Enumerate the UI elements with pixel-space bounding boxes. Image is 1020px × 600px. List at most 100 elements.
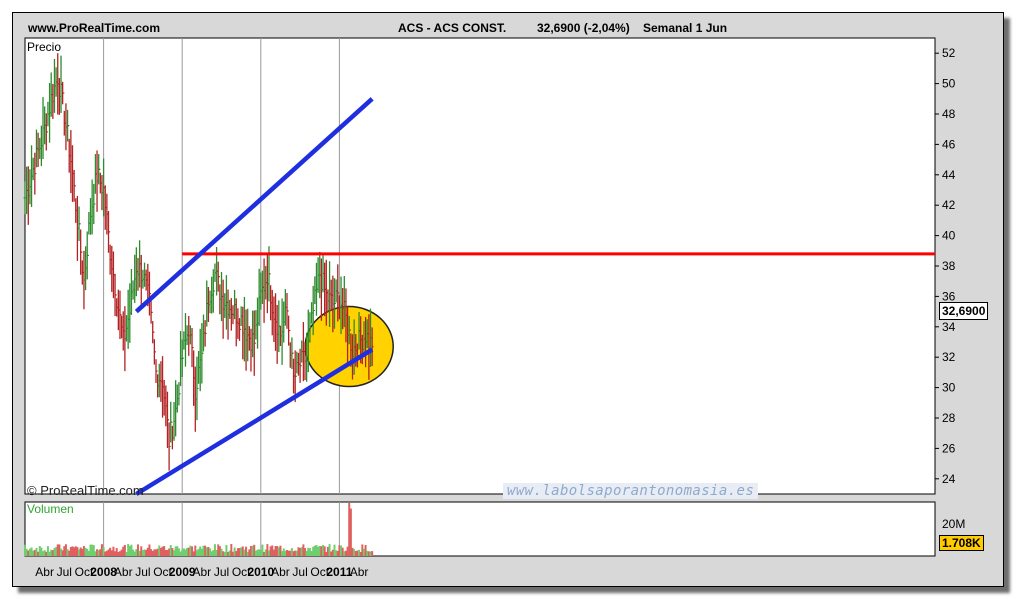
volume-bar bbox=[235, 551, 238, 556]
volume-bar bbox=[61, 550, 64, 556]
volume-bar bbox=[227, 551, 230, 556]
volume-bar bbox=[158, 545, 161, 556]
volume-bar bbox=[81, 548, 84, 556]
x-tick-label: Oct bbox=[153, 565, 172, 579]
volume-bar bbox=[272, 549, 275, 556]
volume-bar bbox=[82, 546, 85, 556]
x-tick-label: Oct bbox=[75, 565, 94, 579]
volume-bar bbox=[369, 551, 372, 556]
x-tick-label: Oct bbox=[310, 565, 329, 579]
volume-bar bbox=[261, 544, 264, 556]
volume-bar bbox=[209, 548, 212, 556]
volume-bar bbox=[266, 544, 269, 556]
volume-bar bbox=[259, 550, 262, 556]
volume-bar bbox=[264, 549, 267, 556]
volume-bar bbox=[181, 549, 184, 556]
volume-bar bbox=[133, 551, 136, 556]
volume-bar bbox=[359, 551, 362, 556]
volume-bar bbox=[267, 550, 270, 556]
volume-bar bbox=[366, 550, 369, 556]
volume-bar bbox=[48, 551, 51, 556]
volume-bar bbox=[320, 546, 323, 556]
volume-bar bbox=[53, 548, 56, 556]
y-tick-label: 32 bbox=[942, 350, 956, 364]
volume-bar bbox=[312, 546, 315, 556]
volume-bar bbox=[79, 547, 82, 556]
volume-bar bbox=[140, 546, 143, 556]
volume-bar bbox=[145, 549, 148, 556]
price-panel-label: Precio bbox=[27, 40, 62, 54]
volume-bar bbox=[286, 549, 288, 556]
volume-bar bbox=[341, 547, 344, 556]
volume-bar bbox=[136, 544, 139, 556]
volume-bar bbox=[326, 546, 329, 556]
volume-bar bbox=[323, 546, 326, 556]
y-tick-label: 40 bbox=[942, 229, 956, 243]
volume-bar bbox=[231, 551, 234, 556]
volume-bar bbox=[330, 551, 333, 556]
volume-bar bbox=[258, 549, 261, 556]
volume-bar bbox=[338, 545, 341, 556]
volume-bar bbox=[241, 546, 244, 556]
volume-bar bbox=[114, 551, 117, 556]
volume-bar bbox=[205, 547, 208, 556]
volume-bar bbox=[63, 546, 66, 556]
volume-bar bbox=[89, 544, 92, 556]
volume-bar bbox=[191, 546, 194, 556]
volume-bar bbox=[218, 546, 221, 556]
volume-bar bbox=[200, 548, 203, 556]
volume-bar bbox=[204, 545, 207, 556]
volume-bar bbox=[367, 551, 370, 556]
volume-panel-label: Volumen bbox=[27, 502, 74, 516]
volume-bar bbox=[236, 548, 239, 556]
volume-bar bbox=[146, 547, 149, 556]
volume-bar bbox=[176, 546, 179, 556]
volume-bar bbox=[248, 549, 251, 556]
volume-bar bbox=[60, 548, 63, 556]
volume-bar bbox=[245, 546, 248, 556]
site-name[interactable]: www.ProRealTime.com bbox=[28, 21, 161, 35]
volume-bar bbox=[289, 550, 292, 556]
volume-bar bbox=[187, 547, 190, 556]
volume-bar bbox=[148, 544, 151, 556]
volume-bar bbox=[310, 551, 313, 556]
volume-bar bbox=[171, 548, 174, 556]
volume-bar bbox=[109, 547, 112, 556]
volume-bar bbox=[35, 547, 38, 556]
volume-bar bbox=[189, 545, 192, 556]
volume-bar bbox=[159, 547, 162, 556]
x-tick-label: Jul bbox=[57, 565, 72, 579]
volume-bar bbox=[130, 544, 133, 556]
volume-bar bbox=[253, 544, 256, 556]
volume-bar bbox=[276, 546, 279, 556]
volume-bar bbox=[213, 544, 216, 556]
volume-bar bbox=[317, 546, 320, 556]
y-tick-label: 30 bbox=[942, 381, 956, 395]
copyright-text: © ProRealTime.com bbox=[27, 483, 144, 498]
volume-bar bbox=[336, 550, 339, 556]
volume-bar bbox=[318, 545, 321, 556]
volume-bar bbox=[64, 544, 67, 556]
volume-bar bbox=[28, 548, 31, 556]
volume-bar bbox=[174, 546, 177, 556]
volume-spike-bar bbox=[348, 503, 351, 556]
volume-bar bbox=[96, 549, 99, 556]
volume-bar bbox=[55, 546, 58, 556]
volume-bar bbox=[122, 546, 125, 556]
x-tick-label: 2009 bbox=[169, 565, 196, 579]
volume-bar bbox=[166, 549, 169, 556]
volume-bar bbox=[249, 545, 252, 556]
x-tick-label: 2010 bbox=[247, 565, 274, 579]
volume-bar bbox=[110, 550, 113, 556]
volume-bar bbox=[25, 548, 28, 556]
volume-bar bbox=[92, 545, 95, 556]
x-tick-label: 2011 bbox=[326, 565, 352, 579]
volume-bar bbox=[243, 549, 246, 556]
volume-bar bbox=[356, 550, 359, 556]
volume-bar bbox=[353, 549, 356, 556]
volume-bar bbox=[217, 544, 220, 556]
volume-bar bbox=[40, 547, 43, 556]
volume-bar bbox=[169, 545, 172, 556]
volume-bar bbox=[51, 550, 54, 556]
volume-bar bbox=[228, 550, 231, 556]
